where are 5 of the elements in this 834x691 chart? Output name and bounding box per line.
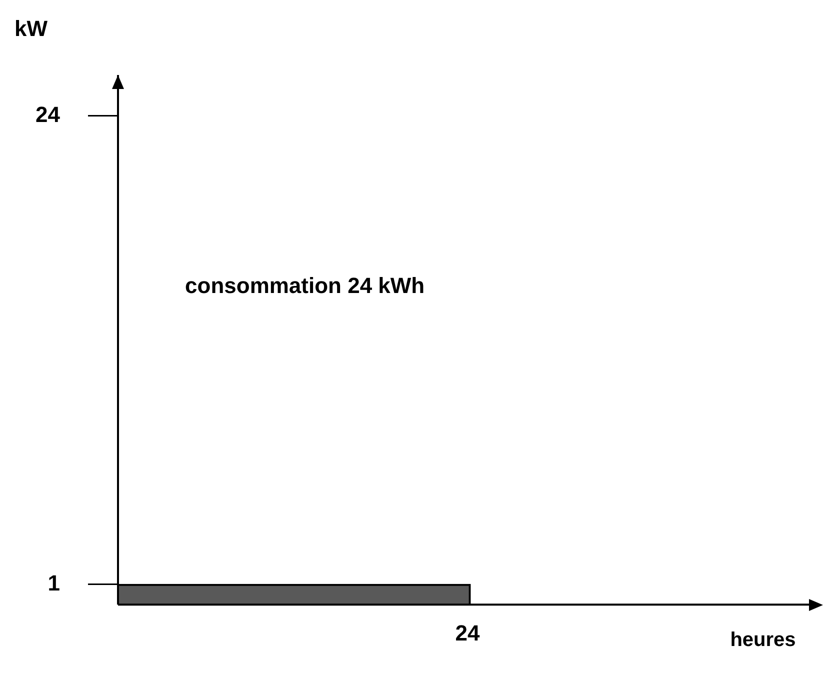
- text: 24: [455, 620, 480, 646]
- y-axis-title: kW: [14, 16, 48, 42]
- annotation: consommation 24 kWh: [185, 272, 425, 298]
- x-axis-title: heures: [730, 629, 796, 652]
- y-tick-label: 1: [48, 570, 60, 596]
